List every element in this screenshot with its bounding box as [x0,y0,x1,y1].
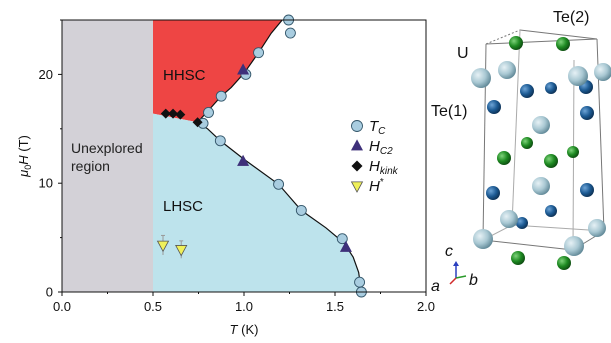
x-tick-label: 1.5 [326,299,344,314]
axis-ticks: 0.0 0.5 1.0 1.5 2.0 0 10 20 [39,19,435,314]
x-axis-label-symbol: T [230,322,239,337]
region-label-unexplored-line2: region [71,158,110,174]
region-hhsc [153,20,283,123]
atom-te1 [545,82,557,94]
y-axis-label-mu: μ [16,170,31,178]
atom-te2 [497,151,511,165]
data-point-hc2 [237,63,250,75]
y-tick-label: 10 [39,176,53,191]
legend-marker-tc [351,120,363,132]
legend-label: Hkink [369,158,399,177]
atoms [471,36,611,270]
atom-u [588,219,606,237]
x-axis-label: T (K) [230,322,259,337]
data-point-tc [203,107,214,118]
axis-a-arrow [449,277,457,285]
x-tick-label: 2.0 [417,299,435,314]
label-te2: Te(2) [553,9,589,26]
data-point-hkink [160,108,171,119]
legend-label: H* [369,177,384,195]
atom-u [594,63,611,81]
region-label-lhsc: LHSC [163,198,203,215]
region-label-unexplored-line1: Unexplored [71,140,143,156]
axes-triad: c a b [431,243,478,295]
data-point-hkink [175,109,186,120]
y-tick-label: 0 [46,285,53,300]
atom-te1 [580,106,594,120]
atom-te1 [487,100,501,114]
atom-u [500,210,518,228]
legend-label: HC2 [369,138,393,157]
data-point-tc [295,204,307,216]
x-tick-label: 0.0 [53,299,71,314]
atom-te2 [557,256,571,270]
axis-label-c: c [445,243,453,260]
atom-te2 [509,36,523,50]
data-point-hc2 [237,154,250,166]
legend-label: TC [369,118,386,137]
atom-te2 [521,137,533,149]
x-axis-label-unit: (K) [238,322,259,337]
axis-label-a: a [431,278,440,295]
y-axis-label-sub: 0 [23,165,33,170]
legend-marker-hkink [351,160,363,172]
atom-te1 [545,205,557,217]
phase-regions [62,20,362,292]
data-point-hc2 [339,240,352,252]
crystal-structure: U Te(1) Te(2) c a b [431,9,611,295]
y-axis-label-h: H [16,155,31,165]
atom-te1 [486,186,500,200]
region-lhsc [153,113,362,292]
data-point-tc [253,47,265,59]
axis-label-b: b [469,272,478,289]
label-te1: Te(1) [431,103,467,120]
atom-u [471,68,491,88]
data-point-tc [336,233,348,245]
y-axis-label-unit: (T) [16,135,31,155]
label-u: U [457,45,469,62]
atom-te1 [520,84,534,98]
legend-marker-h [350,181,364,193]
region-labels: Unexplored region HHSC LHSC [71,67,206,215]
data-point-tc [215,90,227,102]
atom-te2 [556,37,570,51]
region-label-hhsc: HHSC [163,67,206,84]
data-point-h [156,240,170,253]
atom-u [498,61,516,79]
atom-u [473,229,493,249]
data-point-tc [354,276,366,288]
atom-te2 [511,251,525,265]
phase-diagram: Unexplored region HHSC LHSC 0.0 0.5 1.0 1.5… [16,14,435,337]
legend-marker-hc2 [350,139,364,151]
atom-te2 [567,146,579,158]
atom-te2 [544,154,558,168]
axis-c-arrowhead [453,261,459,266]
data-point-hkink [168,108,179,119]
y-tick-label: 20 [39,67,53,82]
data-point-tc [214,135,226,147]
data-point-hkink [192,117,203,128]
data-point-h [175,245,188,257]
atom-u [564,236,584,256]
data-point-tc [273,178,285,190]
atom-u [532,116,550,134]
x-tick-label: 1.0 [235,299,253,314]
atom-te1 [516,217,528,229]
data-point-tc [284,27,296,39]
y-axis-label: μ0H (T) [16,135,33,178]
atom-te1 [580,183,594,197]
atom-u [568,66,588,86]
atom-u [532,177,550,195]
x-tick-label: 0.5 [144,299,162,314]
region-unexplored [62,20,153,292]
axis-b-arrow [455,275,467,279]
